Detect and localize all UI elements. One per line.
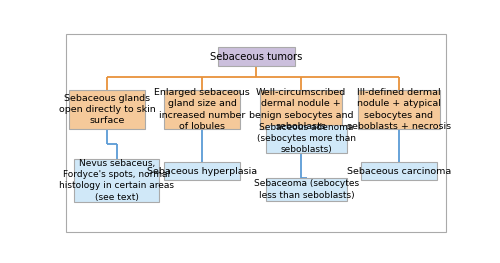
Text: Enlarged sebaceous
gland size and
increased number
of lobules: Enlarged sebaceous gland size and increa… — [154, 88, 250, 131]
Text: Well-circumscribed
dermal nodule +
benign sebocytes and
seboblasts: Well-circumscribed dermal nodule + benig… — [248, 88, 353, 131]
Text: Sebaceous tumors: Sebaceous tumors — [210, 52, 302, 62]
Text: Nevus sebaceus,
Fordyce's spots, normal
histology in certain areas
(see text): Nevus sebaceus, Fordyce's spots, normal … — [60, 159, 174, 201]
FancyBboxPatch shape — [218, 47, 295, 67]
FancyBboxPatch shape — [74, 159, 160, 202]
FancyBboxPatch shape — [358, 90, 440, 129]
Text: Sebaceous glands
open directly to skin
surface: Sebaceous glands open directly to skin s… — [58, 94, 156, 125]
FancyBboxPatch shape — [70, 90, 145, 129]
FancyBboxPatch shape — [260, 90, 342, 129]
Text: Sebaceoma (sebocytes
less than seboblasts): Sebaceoma (sebocytes less than seboblast… — [254, 179, 359, 200]
FancyBboxPatch shape — [164, 90, 240, 129]
Text: Sebaceous adenoma
(sebocytes more than
seboblasts): Sebaceous adenoma (sebocytes more than s… — [257, 123, 356, 154]
FancyBboxPatch shape — [266, 178, 347, 201]
Text: Ill-defined dermal
nodule + atypical
sebocytes and
seboblasts + necrosis: Ill-defined dermal nodule + atypical seb… — [347, 88, 451, 131]
FancyBboxPatch shape — [266, 125, 347, 153]
FancyBboxPatch shape — [361, 162, 436, 180]
Text: Sebaceous carcinoma: Sebaceous carcinoma — [346, 167, 451, 176]
Text: Sebaceous hyperplasia: Sebaceous hyperplasia — [147, 167, 257, 176]
FancyBboxPatch shape — [164, 162, 240, 180]
